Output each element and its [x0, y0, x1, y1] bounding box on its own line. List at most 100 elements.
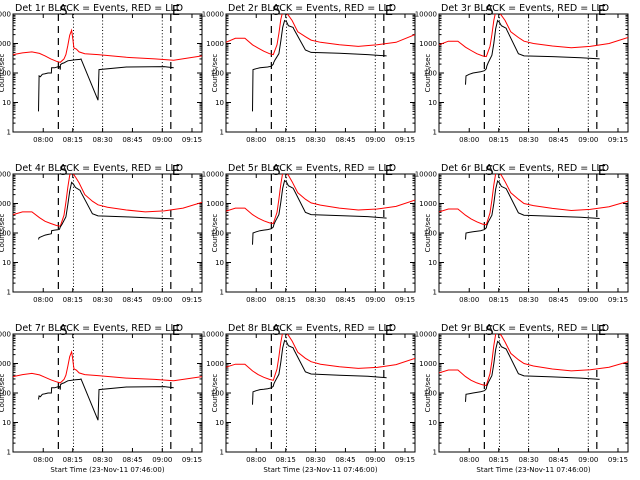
lld-series-line	[439, 14, 628, 58]
y-tick-label: 100	[0, 70, 11, 78]
x-tick-label: 09:15	[395, 136, 415, 144]
start-marker-label: S	[59, 324, 67, 339]
y-tick-label: 1	[7, 449, 11, 457]
x-tick-label: 08:15	[489, 456, 509, 464]
y-tick-label: 10	[2, 99, 11, 107]
x-tick-label: 08:00	[33, 136, 53, 144]
y-tick-label: 1000	[0, 200, 11, 208]
x-tick-label: 08:00	[246, 136, 266, 144]
events-series-line	[465, 19, 600, 85]
detector-panel: Det 8r BLACK = Events, RED = LLD 1 10 100 10…	[202, 323, 416, 474]
x-tick-label: 08:00	[33, 296, 53, 304]
y-tick-label: 10	[428, 259, 437, 267]
x-tick-label: 09:00	[152, 136, 172, 144]
x-tick-label: 08:45	[122, 136, 142, 144]
y-tick-label: 10000	[0, 171, 11, 179]
x-tick-label: 08:30	[518, 456, 538, 464]
x-tick-label: 08:30	[305, 136, 325, 144]
y-axis-label: Counts/sec	[0, 54, 6, 93]
y-axis-label: Counts/sec	[211, 214, 219, 253]
y-tick-label: 10	[215, 99, 224, 107]
plot-frame	[12, 13, 203, 133]
events-series-line	[38, 378, 174, 421]
start-marker-label: S	[485, 164, 493, 179]
x-tick-label: 08:45	[548, 296, 568, 304]
y-tick-label: 1	[433, 289, 437, 297]
y-tick-label: 10	[428, 99, 437, 107]
panel-title: Det 4r BLACK = Events, RED = LLD	[15, 163, 183, 174]
plot-frame	[438, 13, 629, 133]
x-tick-label: 08:00	[246, 296, 266, 304]
y-tick-label: 10000	[202, 331, 224, 339]
x-axis-label: Start Time (23-Nov-11 07:46:00)	[476, 466, 590, 474]
lld-series-line	[13, 174, 202, 227]
y-tick-label: 1000	[419, 360, 437, 368]
x-tick-label: 08:30	[92, 296, 112, 304]
x-axis-label: Start Time (23-Nov-11 07:46:00)	[263, 466, 377, 474]
y-tick-label: 1	[7, 289, 11, 297]
y-tick-label: 1000	[206, 40, 224, 48]
y-axis-label: Counts/sec	[211, 54, 219, 93]
plot-frame	[438, 333, 629, 453]
x-tick-label: 08:30	[305, 456, 325, 464]
lld-series-line	[226, 334, 415, 381]
y-tick-label: 1	[220, 129, 224, 137]
x-tick-label: 09:15	[608, 296, 628, 304]
x-tick-label: 08:15	[63, 136, 83, 144]
lld-series-line	[226, 174, 415, 225]
x-tick-label: 08:00	[459, 456, 479, 464]
detector-panel: Det 2r BLACK = Events, RED = LLD 1 10 100 10…	[202, 3, 416, 144]
x-tick-label: 08:15	[276, 136, 296, 144]
y-tick-label: 10000	[0, 11, 11, 19]
end-marker-label: E	[172, 324, 180, 339]
y-tick-label: 100	[0, 230, 11, 238]
panel-title: Det 6r BLACK = Events, RED = LLD	[441, 163, 609, 174]
x-tick-label: 08:00	[459, 296, 479, 304]
y-tick-label: 1	[220, 449, 224, 457]
x-tick-label: 08:45	[335, 136, 355, 144]
x-axis-label: Start Time (23-Nov-11 07:46:00)	[50, 466, 164, 474]
y-axis-label: Counts/sec	[424, 54, 432, 93]
y-tick-label: 100	[211, 230, 224, 238]
y-tick-label: 1	[220, 289, 224, 297]
start-marker-label: S	[485, 4, 493, 19]
x-tick-label: 09:15	[182, 456, 202, 464]
x-tick-label: 08:30	[92, 456, 112, 464]
y-tick-label: 1000	[0, 40, 11, 48]
events-series-line	[252, 19, 387, 112]
x-tick-label: 08:45	[548, 136, 568, 144]
x-tick-label: 08:00	[459, 136, 479, 144]
y-tick-label: 10	[215, 419, 224, 427]
x-tick-label: 08:45	[335, 296, 355, 304]
x-tick-label: 08:15	[63, 456, 83, 464]
x-tick-label: 09:00	[578, 456, 598, 464]
y-tick-label: 10000	[415, 171, 437, 179]
y-axis-label: Counts/sec	[0, 214, 6, 253]
x-tick-label: 09:00	[578, 136, 598, 144]
detector-panel: Det 1r BLACK = Events, RED = LLD 1 10 100 10…	[0, 3, 203, 144]
x-tick-label: 08:15	[489, 296, 509, 304]
x-tick-label: 09:00	[365, 456, 385, 464]
y-tick-label: 1000	[206, 360, 224, 368]
x-tick-label: 08:45	[122, 296, 142, 304]
plot-frame	[225, 13, 416, 133]
y-tick-label: 1	[7, 129, 11, 137]
end-marker-label: E	[385, 164, 393, 179]
plot-frame	[12, 173, 203, 293]
y-tick-label: 100	[424, 230, 437, 238]
x-tick-label: 09:00	[152, 296, 172, 304]
y-tick-label: 100	[424, 70, 437, 78]
y-axis-label: Counts/sec	[424, 214, 432, 253]
y-tick-label: 10	[215, 259, 224, 267]
start-marker-label: S	[272, 324, 280, 339]
end-marker-label: E	[172, 164, 180, 179]
start-marker-label: S	[272, 164, 280, 179]
y-tick-label: 10	[2, 419, 11, 427]
y-tick-label: 1	[433, 449, 437, 457]
end-marker-label: E	[598, 164, 606, 179]
x-tick-label: 09:15	[395, 296, 415, 304]
panel-title: Det 2r BLACK = Events, RED = LLD	[228, 3, 396, 14]
x-tick-label: 09:00	[152, 456, 172, 464]
x-tick-label: 09:15	[182, 136, 202, 144]
